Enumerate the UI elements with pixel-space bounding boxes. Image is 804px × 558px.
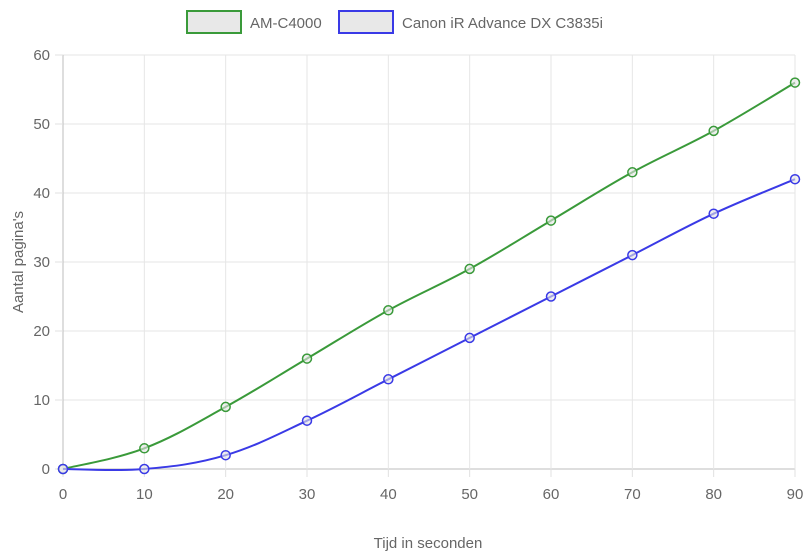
y-tick-label: 10	[33, 392, 50, 409]
data-point-series-1	[383, 305, 394, 316]
y-axis-title: Aantal pagina's	[10, 211, 27, 313]
y-tick-label: 0	[42, 461, 50, 478]
y-tick-label: 20	[33, 323, 50, 340]
x-tick-label: 50	[461, 486, 478, 503]
x-axis-title: Tijd in seconden	[374, 535, 483, 552]
legend-swatch	[338, 10, 394, 34]
x-tick-label: 80	[705, 486, 722, 503]
legend-label: AM-C4000	[250, 15, 322, 32]
data-point-series-2	[301, 415, 313, 426]
legend-swatch	[186, 10, 242, 34]
y-tick-label: 40	[33, 185, 50, 202]
x-tick-label: 0	[59, 486, 67, 503]
x-tick-label: 10	[136, 486, 153, 503]
data-point-series-1	[708, 125, 719, 137]
y-tick-label: 60	[33, 47, 50, 64]
x-tick-label: 40	[380, 486, 397, 503]
legend-label: Canon iR Advance DX C3835i	[402, 15, 603, 32]
data-point-series-1	[139, 443, 150, 454]
y-tick-label: 30	[33, 254, 50, 271]
data-point-series-2	[627, 249, 638, 261]
data-point-series-2	[220, 449, 231, 461]
legend: AM-C4000 Canon iR Advance DX C3835i	[186, 10, 603, 34]
data-point-series-1	[464, 263, 475, 275]
data-point-series-2	[789, 173, 801, 185]
grid-lines	[62, 54, 796, 470]
data-point-series-2	[383, 374, 394, 385]
data-point-series-1	[789, 77, 801, 88]
y-tick-label: 50	[33, 116, 50, 133]
series-line-2	[62, 178, 796, 472]
x-tick-label: 60	[543, 486, 560, 503]
data-point-series-2	[57, 463, 69, 475]
axes: 0 10 20 30 40 50 60 0 10 20 30 40 50 60 70 80 90	[33, 47, 803, 503]
data-point-series-1	[545, 215, 557, 226]
data-point-series-1	[301, 353, 313, 364]
data-point-series-2	[464, 332, 475, 344]
data-point-series-2	[139, 463, 150, 475]
x-tick-label: 70	[624, 486, 641, 503]
data-point-series-2	[545, 291, 557, 302]
data-point-series-1	[627, 167, 638, 178]
x-tick-label: 90	[787, 486, 804, 503]
x-tick-label: 20	[217, 486, 234, 503]
data-point-series-1	[220, 401, 231, 413]
data-point-series-2	[708, 208, 719, 219]
series-line-1	[62, 81, 796, 470]
x-tick-label: 30	[299, 486, 316, 503]
series-lines	[57, 77, 801, 475]
